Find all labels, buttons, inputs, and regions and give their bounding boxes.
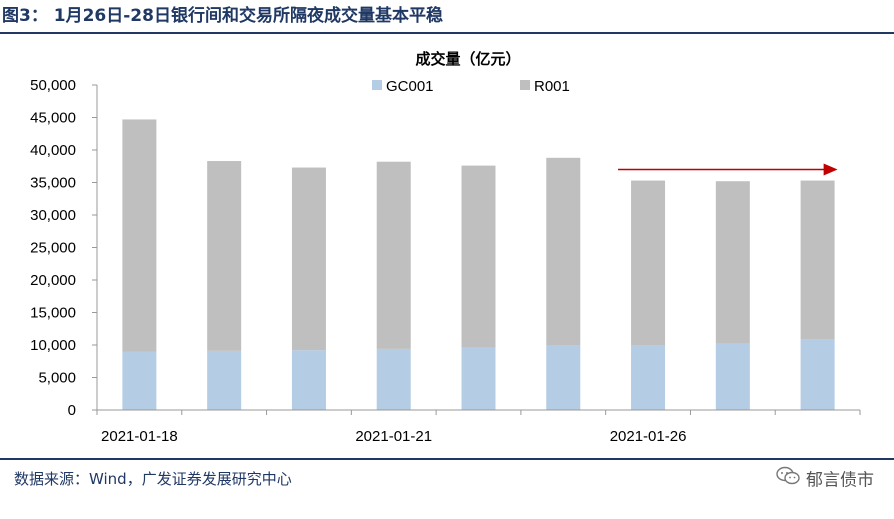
- y-tick-label: 45,000: [30, 110, 76, 127]
- y-tick-label: 40,000: [30, 142, 76, 159]
- bar-gc001-2021-01-25: [546, 345, 581, 410]
- stacked-bar-chart: 成交量（亿元） GC001 R001 0 5,000 10,000 15,000 20,…: [30, 50, 861, 445]
- annotation: [618, 163, 838, 176]
- source-note: 数据来源：Wind，广发证券发展研究中心: [14, 470, 292, 488]
- y-tick-label: 35,000: [30, 175, 76, 192]
- bar-gc001-2021-01-22: [461, 347, 496, 410]
- y-tick-label: 30,000: [30, 207, 76, 224]
- bar-r001-2021-01-28: [800, 180, 835, 340]
- bar-r001-2021-01-19: [207, 161, 242, 351]
- x-axis: 2021-01-18 2021-01-21 2021-01-26: [96, 409, 861, 445]
- chart-title: 成交量（亿元）: [415, 50, 520, 68]
- legend-label-r001: R001: [534, 78, 570, 95]
- legend: GC001 R001: [372, 78, 570, 95]
- bar-gc001-2021-01-19: [207, 350, 242, 410]
- watermark: 郁言债市: [776, 466, 874, 494]
- bar-r001-2021-01-20: [291, 167, 326, 351]
- trend-arrow-head: [823, 163, 838, 176]
- y-tick-label: 50,000: [30, 77, 76, 94]
- y-tick-label: 5,000: [38, 370, 76, 387]
- bar-gc001-2021-01-21: [376, 348, 411, 410]
- bar-gc001-2021-01-18: [122, 351, 157, 410]
- watermark-text: 郁言债市: [806, 470, 874, 491]
- y-tick-label: 25,000: [30, 240, 76, 257]
- bar-r001-2021-01-18: [122, 119, 157, 352]
- bar-r001-2021-01-26: [631, 180, 666, 345]
- bar-r001-2021-01-27: [715, 181, 750, 344]
- legend-label-gc001: GC001: [386, 78, 434, 95]
- y-tick-label: 10,000: [30, 337, 76, 354]
- legend-swatch-r001: [520, 80, 530, 90]
- bar-gc001-2021-01-20: [291, 350, 326, 410]
- x-tick-label: 2021-01-21: [355, 428, 432, 445]
- bar-r001-2021-01-22: [461, 165, 496, 348]
- bars: [122, 119, 835, 410]
- bar-gc001-2021-01-28: [800, 339, 835, 410]
- wechat-icon: [776, 466, 800, 495]
- bar-gc001-2021-01-27: [715, 343, 750, 410]
- x-tick-label: 2021-01-18: [101, 428, 178, 445]
- bar-r001-2021-01-21: [376, 161, 411, 349]
- x-tick-label: 2021-01-26: [610, 428, 687, 445]
- y-tick-label: 0: [68, 402, 76, 419]
- y-axis: 0 5,000 10,000 15,000 20,000 25,000 30,000 35,0…: [30, 77, 98, 419]
- figure-title: 图3： 1月26日-28日银行间和交易所隔夜成交量基本平稳: [2, 6, 443, 26]
- chart-container: 成交量（亿元） GC001 R001 0 5,000 10,000 15,000 20,…: [0, 34, 894, 458]
- y-tick-label: 20,000: [30, 272, 76, 289]
- legend-swatch-gc001: [372, 80, 382, 90]
- title-rule: [0, 32, 894, 34]
- y-tick-label: 15,000: [30, 305, 76, 322]
- bar-gc001-2021-01-26: [631, 345, 666, 410]
- bar-r001-2021-01-25: [546, 157, 581, 345]
- footer-rule: [0, 458, 894, 460]
